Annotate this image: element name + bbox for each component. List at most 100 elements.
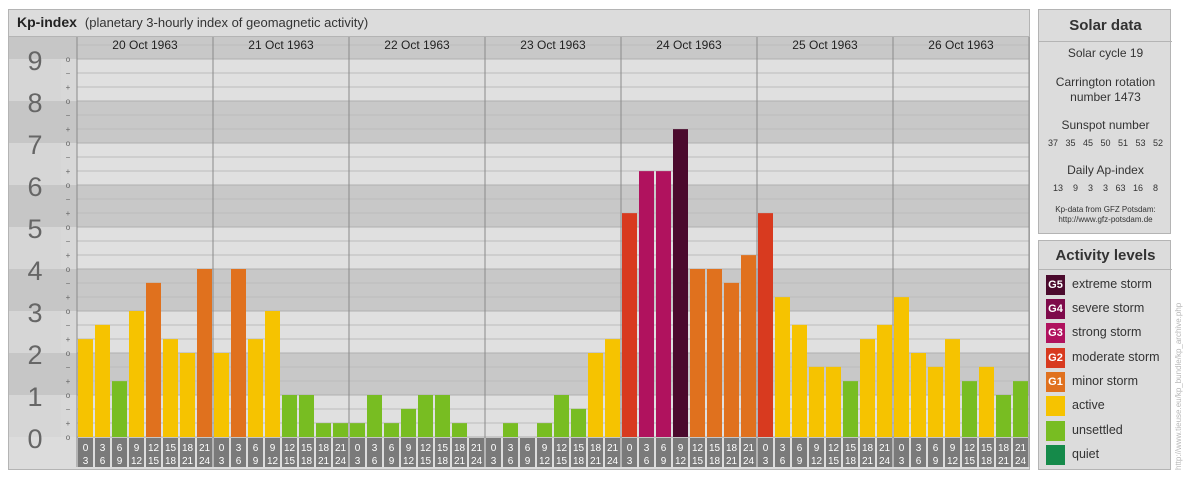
interval-start-label: 15 xyxy=(845,443,857,454)
minor-tick-label: o xyxy=(66,433,71,442)
interval-box xyxy=(962,438,977,467)
chart-title: Kp-index (planetary 3-hourly index of geo… xyxy=(17,14,368,30)
minor-tick-label: + xyxy=(66,125,71,134)
kp-bar xyxy=(214,353,229,437)
legend-item-active: active xyxy=(1046,396,1172,416)
interval-box xyxy=(282,438,297,467)
interval-start-label: 0 xyxy=(219,443,225,454)
minor-tick-label: − xyxy=(66,279,71,288)
kp-bar xyxy=(690,269,705,437)
interval-end-label: 21 xyxy=(182,456,194,467)
chart-title-text: Kp-index xyxy=(17,14,77,30)
interval-box xyxy=(367,438,382,467)
minor-axis-band xyxy=(61,143,77,185)
interval-start-label: 18 xyxy=(182,443,194,454)
interval-start-label: 15 xyxy=(709,443,721,454)
plot-band xyxy=(77,269,1029,311)
interval-box xyxy=(911,438,926,467)
kp-bar xyxy=(231,269,246,437)
interval-box xyxy=(860,438,875,467)
interval-end-label: 24 xyxy=(1015,456,1027,467)
kp-bar xyxy=(877,324,892,437)
interval-end-label: 6 xyxy=(644,456,650,467)
kp-bar xyxy=(129,311,144,437)
interval-box xyxy=(826,438,841,467)
interval-start-label: 0 xyxy=(627,443,633,454)
interval-start-label: 9 xyxy=(542,443,548,454)
interval-box xyxy=(843,438,858,467)
kp-bar xyxy=(367,395,382,437)
minor-axis-band xyxy=(61,101,77,143)
interval-box xyxy=(605,438,620,467)
interval-end-label: 3 xyxy=(899,456,905,467)
interval-box xyxy=(112,438,127,467)
interval-end-label: 24 xyxy=(743,456,755,467)
interval-end-label: 12 xyxy=(131,456,143,467)
kp-bar xyxy=(299,395,314,437)
interval-box xyxy=(656,438,671,467)
kp-bar xyxy=(350,423,365,437)
legend-item-strong-storm: G3 strong storm xyxy=(1046,323,1172,343)
interval-box xyxy=(129,438,144,467)
minor-tick-label: − xyxy=(66,195,71,204)
minor-tick-label: o xyxy=(66,349,71,358)
legend-label: minor storm xyxy=(1072,374,1138,388)
kp-bar xyxy=(622,213,637,437)
minor-axis-band xyxy=(61,227,77,269)
interval-end-label: 12 xyxy=(539,456,551,467)
minor-axis-band xyxy=(61,353,77,395)
interval-box xyxy=(741,438,756,467)
interval-box xyxy=(299,438,314,467)
interval-start-label: 6 xyxy=(389,443,395,454)
interval-start-label: 9 xyxy=(950,443,956,454)
carrington-line-2: number 1473 xyxy=(1070,90,1141,104)
solar-title-divider xyxy=(1039,41,1172,42)
legend-item-minor-storm: G1 minor storm xyxy=(1046,372,1172,392)
y-tick-label: 3 xyxy=(27,298,42,328)
interval-start-label: 15 xyxy=(437,443,449,454)
interval-end-label: 12 xyxy=(267,456,279,467)
interval-start-label: 12 xyxy=(964,443,976,454)
interval-end-label: 21 xyxy=(454,456,466,467)
interval-end-label: 21 xyxy=(590,456,602,467)
y-axis-band xyxy=(9,395,61,437)
interval-box xyxy=(673,438,688,467)
interval-end-label: 12 xyxy=(811,456,823,467)
interval-end-label: 6 xyxy=(780,456,786,467)
y-tick-label: 0 xyxy=(27,424,42,454)
day-label: 20 Oct 1963 xyxy=(112,38,178,52)
minor-tick-label: − xyxy=(66,405,71,414)
kp-bar xyxy=(316,423,331,437)
interval-start-label: 15 xyxy=(301,443,313,454)
legend-item-quiet: quiet xyxy=(1046,445,1172,465)
legend-label: unsettled xyxy=(1072,423,1123,437)
kp-bar xyxy=(452,423,467,437)
interval-start-label: 21 xyxy=(1015,443,1027,454)
y-axis-band xyxy=(9,353,61,395)
interval-start-label: 15 xyxy=(981,443,993,454)
day-label: 26 Oct 1963 xyxy=(928,38,994,52)
legend-item-severe-storm: G4 severe storm xyxy=(1046,299,1172,319)
minor-tick-label: o xyxy=(66,307,71,316)
kp-bar xyxy=(384,423,399,437)
minor-tick-label: + xyxy=(66,251,71,260)
interval-box xyxy=(197,438,212,467)
kp-bar xyxy=(996,395,1011,437)
plot-band xyxy=(77,185,1029,227)
activity-levels-title: Activity levels xyxy=(1055,247,1156,264)
interval-end-label: 15 xyxy=(556,456,568,467)
interval-box xyxy=(418,438,433,467)
interval-end-label: 3 xyxy=(355,456,361,467)
interval-start-label: 9 xyxy=(814,443,820,454)
interval-start-label: 6 xyxy=(933,443,939,454)
minor-tick-label: + xyxy=(66,377,71,386)
interval-end-label: 9 xyxy=(797,456,803,467)
interval-start-label: 15 xyxy=(573,443,585,454)
interval-box xyxy=(95,438,110,467)
interval-end-label: 9 xyxy=(661,456,667,467)
plot-band xyxy=(77,101,1029,143)
interval-start-label: 9 xyxy=(406,443,412,454)
interval-end-label: 12 xyxy=(403,456,415,467)
kp-bar xyxy=(809,366,824,437)
